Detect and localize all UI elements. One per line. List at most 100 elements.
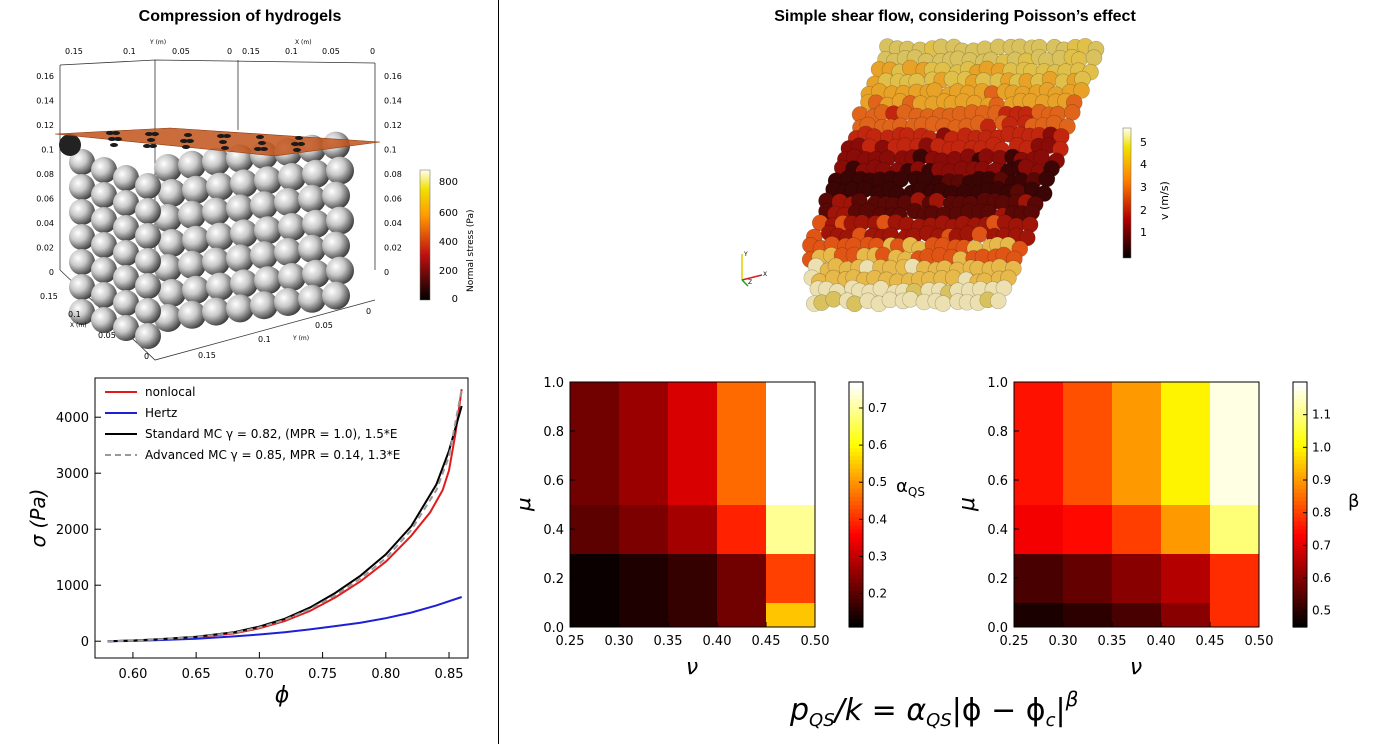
colorbar-step xyxy=(1293,382,1307,387)
y-tick-label: 0 xyxy=(81,635,89,650)
colorbar-tick: 200 xyxy=(439,266,458,277)
colorbar-step xyxy=(1293,480,1307,485)
colorbar-step xyxy=(849,549,863,555)
x-tick-label: 0.30 xyxy=(1049,634,1078,649)
axis-label: X (m) xyxy=(70,322,87,329)
colorbar-step xyxy=(1293,549,1307,555)
contact-mark xyxy=(106,131,114,135)
heatmap-cell xyxy=(1210,504,1260,554)
colorbar-step xyxy=(849,573,863,579)
colorbar-step xyxy=(1293,516,1307,522)
colorbar-step xyxy=(849,524,863,530)
hydrogel-sphere xyxy=(326,256,354,285)
y-tick-label: 0.0 xyxy=(987,621,1008,636)
tick-label: 0.15 xyxy=(65,47,83,56)
hydrogel-sphere xyxy=(254,166,282,195)
colorbar-tick: 0.6 xyxy=(868,438,887,452)
left-panel-title: Compression of hydrogels xyxy=(138,8,342,25)
colorbar-step xyxy=(849,406,863,412)
colorbar-tick: 0.9 xyxy=(1312,473,1331,487)
axis-label: X (m) xyxy=(295,39,312,46)
colorbar-tick: 1 xyxy=(1140,226,1147,239)
colorbar-step xyxy=(849,398,863,404)
contact-mark xyxy=(147,138,155,142)
colorbar-step xyxy=(849,533,863,538)
x-tick-label: 0.60 xyxy=(118,667,147,682)
colorbar-step xyxy=(849,541,863,546)
scaling-law-formula: pQS/k = αQS|ϕ − ϕc|β xyxy=(789,687,1079,731)
x-tick-label: 0.80 xyxy=(371,667,400,682)
legend: nonlocal Hertz Standard MC γ = 0.82, (MPR … xyxy=(105,385,400,462)
contact-mark xyxy=(297,142,305,146)
y-tick-label: 0.4 xyxy=(987,523,1008,538)
shear-particle xyxy=(902,291,919,308)
hydrogel-sphere xyxy=(254,216,282,245)
heatmap-cell xyxy=(668,382,718,505)
tick-label: 0 xyxy=(227,47,232,56)
colorbar-step xyxy=(1293,500,1307,506)
heatmap-cell xyxy=(1014,553,1064,603)
axis-label: Y (m) xyxy=(292,335,309,342)
series-line xyxy=(107,405,463,643)
colorbar-label: v (m/s) xyxy=(1158,181,1171,220)
orientation-triad: Y X Z xyxy=(741,251,767,287)
y-tick-label: 0.6 xyxy=(543,474,564,489)
colorbar-step xyxy=(849,582,863,587)
colorbar-step xyxy=(1293,496,1307,502)
colorbar-step xyxy=(1293,541,1307,546)
colorbar-label: Normal stress (Pa) xyxy=(466,210,476,292)
heatmap-cell xyxy=(1063,602,1113,628)
heatmap-cell xyxy=(1210,382,1260,505)
colorbar-tick: 600 xyxy=(439,208,458,219)
hydrogel-sphere xyxy=(206,172,234,201)
normal-stress-colorbar xyxy=(419,169,431,301)
hydrogel-sphere xyxy=(91,257,117,283)
colorbar-step xyxy=(1293,586,1307,591)
hydrogel-sphere xyxy=(135,198,161,224)
hydrogel-sphere xyxy=(274,288,302,316)
tick-label: 0 xyxy=(370,47,375,56)
legend-entry: Standard MC γ = 0.82, (MPR = 1.0), 1.5*E xyxy=(145,427,397,441)
contact-mark xyxy=(110,143,118,147)
colorbar-step xyxy=(849,488,863,493)
contact-mark xyxy=(219,140,227,144)
hydrogel-sphere xyxy=(154,154,182,182)
colorbar-step xyxy=(849,553,863,559)
heatmap-cell xyxy=(570,382,620,505)
colorbar-step xyxy=(1293,390,1307,395)
colorbar-step xyxy=(1293,410,1307,416)
x-tick-label: 0.85 xyxy=(435,667,464,682)
colorbar-tick: 0.7 xyxy=(1312,538,1331,552)
colorbar-tick: 400 xyxy=(439,237,458,248)
heatmap-cell xyxy=(668,553,718,603)
heatmap-cell xyxy=(668,504,718,554)
hydrogel-sphere xyxy=(206,272,234,301)
tick-label: 0.08 xyxy=(384,170,402,179)
shear-particles xyxy=(801,37,1105,313)
heatmap-cell xyxy=(1014,382,1064,505)
tick-label: 0.1 xyxy=(258,335,271,344)
colorbar-step xyxy=(1293,488,1307,493)
x-axis-label: ν xyxy=(1130,655,1142,680)
hydrogel-sphere xyxy=(91,307,117,333)
colorbar-tick: 0.4 xyxy=(868,512,887,526)
series-line xyxy=(107,596,463,643)
hydrogel-sphere xyxy=(202,147,230,176)
hydrogel-sphere xyxy=(206,222,234,251)
y-tick-label: 2000 xyxy=(56,523,89,538)
hydrogel-sphere xyxy=(69,174,95,200)
x-tick-label: 0.35 xyxy=(654,634,683,649)
colorbar-step xyxy=(1293,512,1307,518)
colorbar-step xyxy=(1293,459,1307,465)
colorbar-step xyxy=(1293,622,1307,628)
colorbar-label: αQS xyxy=(896,476,925,499)
colorbar-step xyxy=(849,545,863,551)
contact-mark xyxy=(217,134,225,138)
hydrogel-sphere xyxy=(202,247,230,276)
y-tick-label: 0.2 xyxy=(987,572,1008,587)
beta-colorbar: 0.5 0.6 0.7 0.8 0.9 1.0 1.1 xyxy=(1292,381,1331,628)
contact-mark xyxy=(112,131,120,135)
tick-label: 0.06 xyxy=(36,195,54,204)
colorbar-tick: 1.0 xyxy=(1312,440,1331,454)
colorbar-step xyxy=(849,443,863,448)
